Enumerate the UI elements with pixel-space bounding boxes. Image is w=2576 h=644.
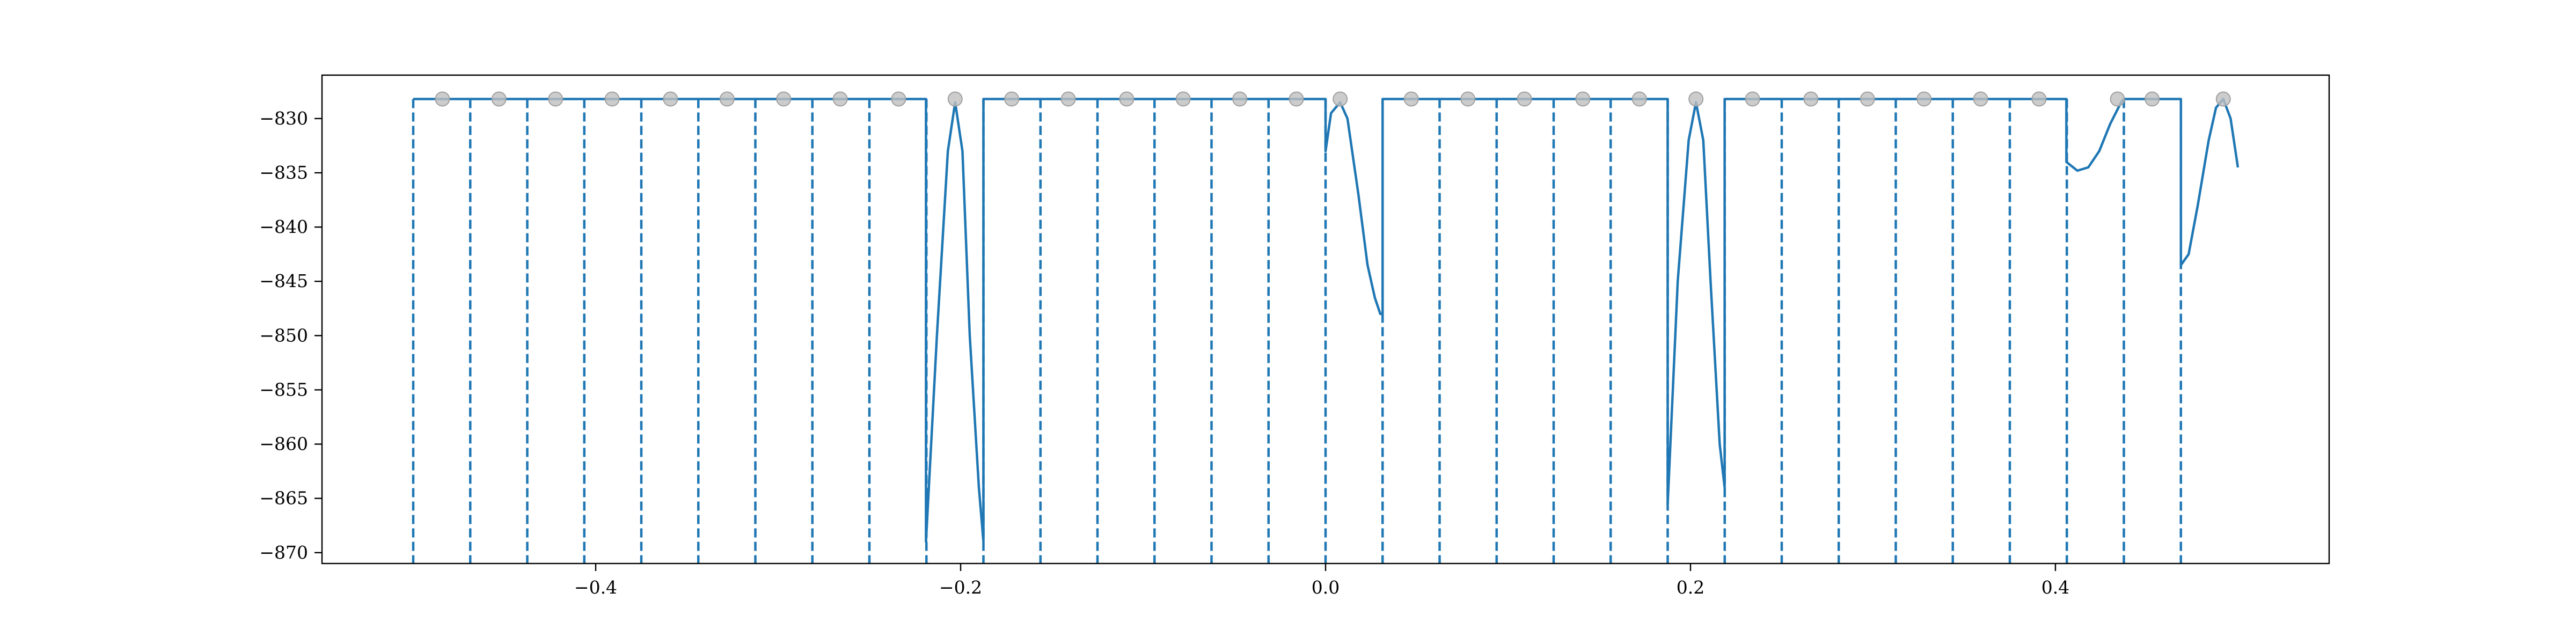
sample-point-3 (604, 91, 620, 107)
sample-point-6 (776, 91, 792, 107)
sample-point-19 (1517, 91, 1532, 107)
x-tick-label-3: 0.2 (1677, 577, 1704, 598)
series-line-0 (413, 98, 2240, 543)
sample-point-18 (1460, 91, 1476, 107)
sample-point-9 (947, 91, 963, 107)
y-tick-label-7: −865 (259, 488, 308, 509)
sample-point-8 (891, 91, 906, 107)
y-tick-label-3: −845 (259, 270, 308, 291)
y-tick-label-2: −840 (259, 216, 308, 237)
sample-point-31 (2215, 91, 2231, 107)
sample-point-22 (1688, 91, 1704, 107)
sample-point-30 (2145, 91, 2160, 107)
sample-point-15 (1289, 91, 1304, 107)
y-tick-label-5: −855 (259, 379, 308, 400)
x-tick-label-2: 0.0 (1312, 577, 1340, 598)
y-tick-label-6: −860 (259, 434, 308, 455)
sample-points-layer (435, 91, 2231, 107)
sample-point-7 (832, 91, 848, 107)
y-tick-label-1: −835 (259, 162, 308, 183)
y-tick-label-0: −830 (259, 108, 308, 129)
y-tick-label-4: −850 (259, 325, 308, 346)
vertical-dashed-lines (412, 99, 2182, 564)
sample-point-4 (663, 91, 678, 107)
sample-point-26 (1916, 91, 1932, 107)
x-axis: −0.4 −0.2 0.0 0.2 0.4 (574, 564, 2069, 598)
x-tick-label-0: −0.4 (574, 577, 617, 598)
sample-point-10 (1004, 91, 1020, 107)
series-layer (413, 98, 2240, 543)
sample-point-13 (1175, 91, 1191, 107)
sample-point-11 (1060, 91, 1076, 107)
sample-point-20 (1575, 91, 1591, 107)
sample-point-25 (1860, 91, 1875, 107)
sample-point-5 (719, 91, 735, 107)
sample-point-0 (435, 91, 450, 107)
sample-point-28 (2031, 91, 2047, 107)
sample-point-23 (1745, 91, 1760, 107)
sample-point-17 (1403, 91, 1419, 107)
x-tick-label-1: −0.2 (939, 577, 982, 598)
sample-point-24 (1803, 91, 1819, 107)
sample-point-29 (2110, 91, 2125, 107)
sample-point-27 (1973, 91, 1988, 107)
y-axis: −830 −835 −840 −845 −850 −855 −860 −865 −870 (259, 108, 322, 563)
sample-point-12 (1119, 91, 1135, 107)
x-tick-label-4: 0.4 (2041, 577, 2069, 598)
sample-point-21 (1631, 91, 1647, 107)
sample-point-16 (1333, 91, 1348, 107)
sample-point-2 (548, 91, 564, 107)
y-tick-label-8: −870 (259, 542, 308, 563)
sample-point-1 (491, 91, 507, 107)
sample-point-14 (1232, 91, 1248, 107)
